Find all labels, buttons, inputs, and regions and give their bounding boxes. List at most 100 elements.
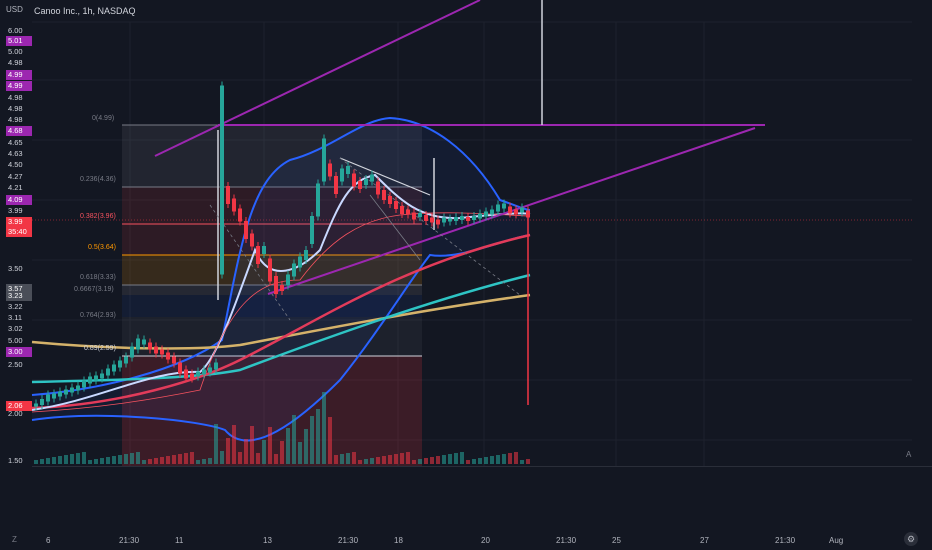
candle (184, 369, 188, 379)
volume-bar (76, 453, 80, 464)
candle (64, 389, 68, 395)
candle (520, 207, 524, 213)
volume-bar (34, 460, 38, 464)
symbol-legend[interactable]: Canoo Inc., 1h, NASDAQ (34, 6, 136, 16)
volume-bar (400, 453, 404, 464)
volume-bar (232, 425, 236, 464)
candle (214, 362, 218, 370)
fib-label: 0.236(4.36) (80, 176, 116, 183)
volume-bar (334, 455, 338, 464)
volume-bar (220, 451, 224, 464)
candle (112, 364, 116, 372)
candle (130, 346, 134, 358)
volume-bar (484, 457, 488, 464)
candle (94, 375, 98, 381)
volume-bar (214, 424, 218, 464)
time-tick: 6 (46, 536, 51, 545)
zoom-button[interactable]: Z (12, 535, 17, 544)
candle (40, 399, 44, 405)
candle (172, 356, 176, 364)
candle (316, 183, 320, 217)
candle (88, 376, 92, 384)
fib-label: 0.6667(3.19) (74, 286, 114, 293)
volume-bar (118, 455, 122, 464)
ma-thin-red-line (31, 212, 531, 413)
price-tick: 5.00 (8, 336, 23, 345)
price-badge: 3.57 (6, 284, 32, 294)
candle (526, 210, 530, 218)
time-tick: 25 (612, 536, 621, 545)
price-tick: 3.50 (8, 264, 23, 273)
volume-bar (64, 455, 68, 464)
volume-bar (460, 452, 464, 464)
volume-bar (202, 459, 206, 464)
price-badge: 3.00 (6, 347, 32, 357)
indicator-pane[interactable] (32, 466, 932, 533)
volume-bar (304, 429, 308, 464)
volume-bar (100, 458, 104, 464)
candle (490, 209, 494, 215)
candle (298, 256, 302, 268)
gear-icon[interactable]: ⚙ (904, 532, 918, 546)
volume-bar (388, 455, 392, 464)
currency-label: USD (6, 5, 23, 14)
price-tick: 4.63 (8, 149, 23, 158)
candle (484, 211, 488, 217)
volume-bar (52, 457, 56, 464)
volume-bar (88, 460, 92, 464)
volume-bar (82, 452, 86, 464)
candle (340, 168, 344, 182)
price-badge: 4.99 (6, 70, 32, 80)
price-badge: 2.06 (6, 401, 32, 411)
time-tick: 18 (394, 536, 403, 545)
auto-scale-button[interactable]: A (906, 450, 912, 459)
volume-bar (490, 456, 494, 464)
volume-bar (142, 460, 146, 464)
volume-bar (520, 460, 524, 464)
price-tick: 4.98 (8, 58, 23, 67)
countdown-badge: 35:40 (6, 227, 32, 237)
candle (274, 276, 278, 294)
volume-bars (34, 392, 530, 464)
volume-bar (454, 453, 458, 464)
price-scale[interactable]: 6.00 5.01 5.00 4.98 4.99 4.99 4.98 4.98 … (0, 0, 32, 530)
candle (208, 367, 212, 373)
price-tick: 4.98 (8, 93, 23, 102)
volume-bar (268, 427, 272, 464)
price-tick: 6.00 (8, 26, 23, 35)
candle (436, 219, 440, 225)
candle (514, 209, 518, 215)
price-tick: 3.22 (8, 302, 23, 311)
candle (370, 174, 374, 182)
volume-bar (514, 452, 518, 464)
candle (142, 339, 146, 345)
candle (124, 356, 128, 364)
candle (328, 163, 332, 177)
candle (262, 246, 266, 254)
volume-bar (394, 454, 398, 464)
volume-bar (436, 456, 440, 464)
price-tick: 2.00 (8, 409, 23, 418)
bollinger-band-fill (32, 118, 530, 441)
candle (70, 387, 74, 393)
volume-bar (322, 392, 326, 464)
volume-bar (190, 452, 194, 464)
volume-bar (382, 456, 386, 464)
grid-lines (32, 21, 912, 466)
candle (448, 218, 452, 222)
volume-bar (130, 453, 134, 464)
time-axis[interactable]: 6 21:30 11 13 21:30 18 20 21:30 25 27 21… (0, 533, 932, 550)
volume-bar (178, 454, 182, 464)
time-tick: 11 (175, 536, 184, 545)
candle (220, 85, 224, 275)
candle (232, 198, 236, 212)
volume-bar (262, 440, 266, 464)
candle (106, 368, 110, 376)
candle (118, 360, 122, 368)
candle (148, 342, 152, 350)
candle (244, 221, 248, 239)
price-tick: 4.50 (8, 160, 23, 169)
candle (178, 362, 182, 374)
